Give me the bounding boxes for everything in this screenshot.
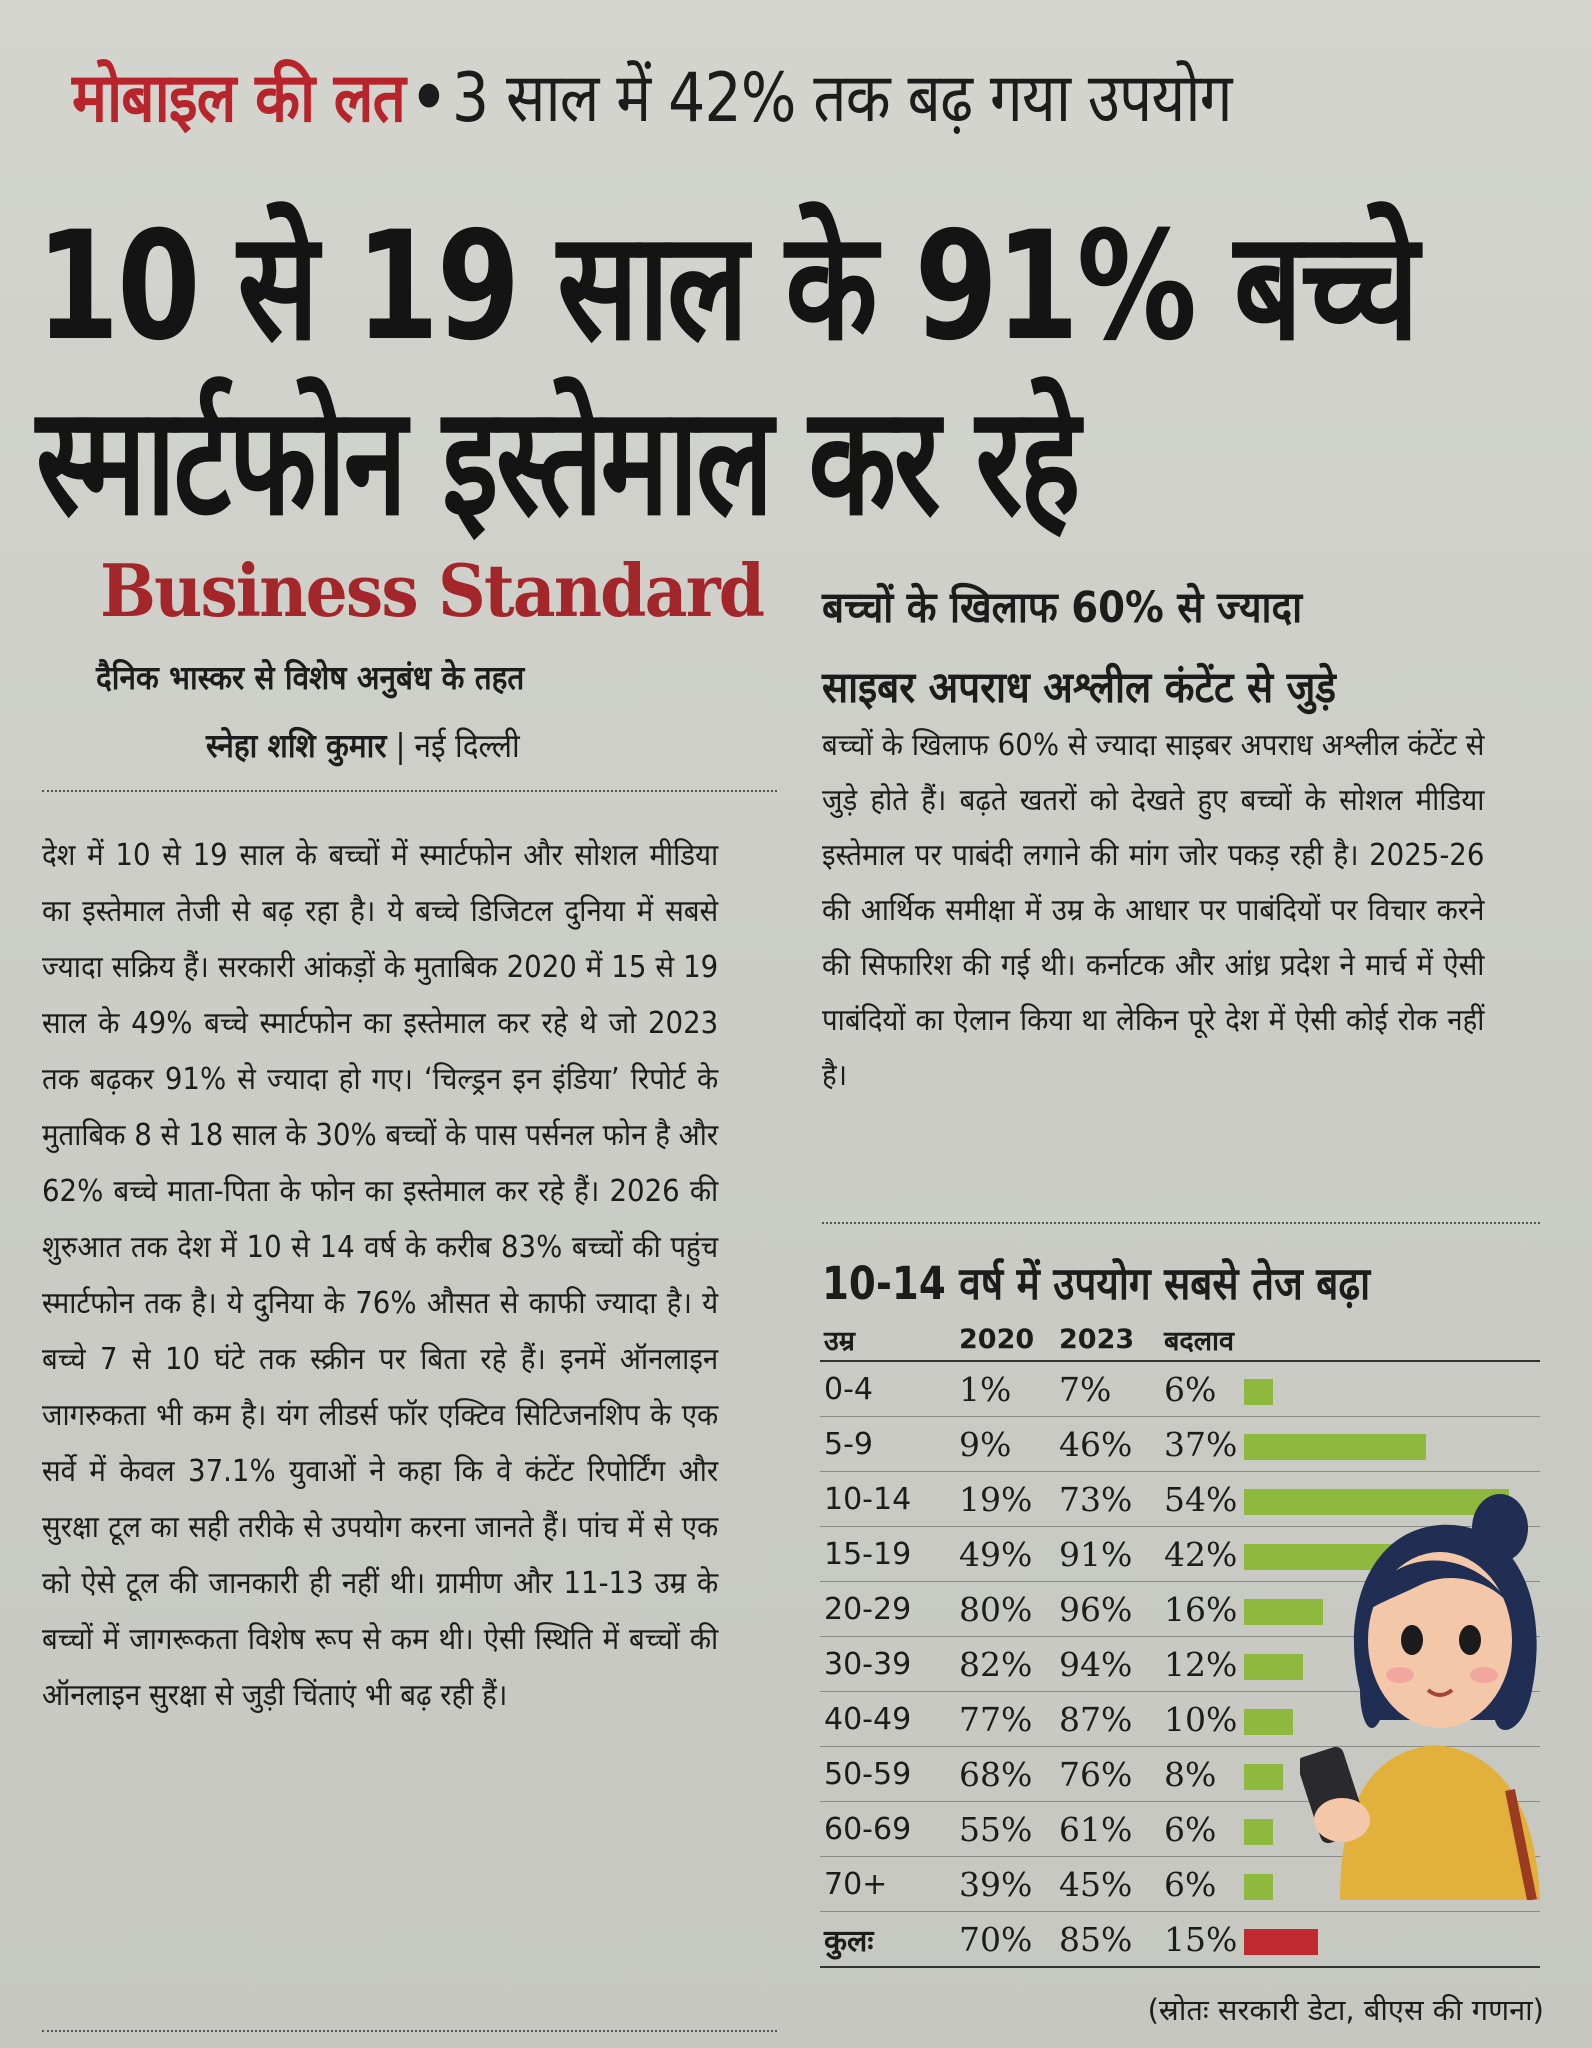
change-cell: 10% — [1160, 1691, 1240, 1747]
byline: स्नेहा शशि कुमार | नई दिल्ली — [206, 722, 520, 767]
total-change-bar — [1244, 1928, 1318, 1955]
byline-separator: | — [395, 726, 406, 765]
age-group-cell: 0-4 — [820, 1361, 955, 1417]
table-total-row: कुलः 70% 85% 15% — [820, 1911, 1540, 1968]
table-title: 10-14 वर्ष में उपयोग सबसे तेज बढ़ा — [822, 1257, 1371, 1310]
change-bar — [1244, 1598, 1323, 1625]
age-group-cell: 40-49 — [820, 1691, 955, 1747]
value-2023-cell: 91% — [1055, 1526, 1160, 1582]
table-row: 0-4 1% 7% 6% — [820, 1361, 1540, 1417]
table-header-row: उम्र 2020 2023 बदलाव — [820, 1318, 1540, 1362]
age-group-cell: कुलः — [820, 1911, 955, 1968]
value-2023-cell: 45% — [1055, 1856, 1160, 1912]
bar-cell — [1240, 1361, 1540, 1417]
change-bar — [1244, 1873, 1273, 1900]
change-bar — [1244, 1818, 1273, 1845]
table-row: 15-19 49% 91% 42% — [820, 1526, 1540, 1582]
change-cell: 54% — [1160, 1471, 1240, 1527]
girl-with-phone-illustration — [1300, 1494, 1540, 1900]
value-2023-cell: 73% — [1055, 1471, 1160, 1527]
headline-line-2: स्मार्टफोन इस्तेमाल कर रहे — [36, 375, 1080, 549]
col-header-age: उम्र — [820, 1318, 955, 1362]
brand-logo: Business Standard — [100, 548, 765, 633]
sidebar-subhead: बच्चों के खिलाफ 60% से ज्यादा साइबर अपरा… — [822, 568, 1470, 728]
sidebar-subhead-line-2: साइबर अपराध अश्लील कंटेंट से जुड़े — [822, 663, 1337, 713]
agreement-note: दैनिक भास्कर से विशेष अनुबंध के तहत — [96, 658, 525, 697]
age-group-cell: 70+ — [820, 1856, 955, 1912]
table-row: 70+ 39% 45% 6% — [820, 1856, 1540, 1912]
value-2020-cell: 9% — [955, 1416, 1055, 1472]
value-2020-cell: 39% — [955, 1856, 1055, 1912]
sidebar-body: बच्चों के खिलाफ 60% से ज्यादा साइबर अपरा… — [822, 728, 1485, 1093]
value-2020-cell: 19% — [955, 1471, 1055, 1527]
kicker: मोबाइल की लत•3 साल में 42% तक बढ़ गया उप… — [72, 48, 1345, 141]
change-bar — [1244, 1653, 1303, 1680]
change-cell: 8% — [1160, 1746, 1240, 1802]
sidebar-subhead-line-1: बच्चों के खिलाफ 60% से ज्यादा — [822, 583, 1303, 633]
dateline-place: नई दिल्ली — [414, 726, 520, 765]
age-group-cell: 30-39 — [820, 1636, 955, 1692]
bottom-divider — [42, 2030, 777, 2032]
value-2023-cell: 85% — [1055, 1911, 1160, 1968]
col-header-change: बदलाव — [1160, 1318, 1240, 1362]
change-cell: 42% — [1160, 1526, 1240, 1582]
byline-divider — [42, 790, 777, 792]
col-header-2020: 2020 — [955, 1318, 1055, 1362]
value-2020-cell: 68% — [955, 1746, 1055, 1802]
age-group-cell: 60-69 — [820, 1801, 955, 1857]
table-row: 10-14 19% 73% 54% — [820, 1471, 1540, 1527]
table-row: 5-9 9% 46% 37% — [820, 1416, 1540, 1472]
change-cell: 12% — [1160, 1636, 1240, 1692]
value-2020-cell: 82% — [955, 1636, 1055, 1692]
change-bar — [1244, 1763, 1283, 1790]
value-2020-cell: 80% — [955, 1581, 1055, 1637]
value-2023-cell: 7% — [1055, 1361, 1160, 1417]
col-header-bar — [1240, 1318, 1540, 1362]
change-cell: 16% — [1160, 1581, 1240, 1637]
author-name: स्नेहा शशि कुमार — [206, 726, 387, 765]
headline-line-1: 10 से 19 साल के 91% बच्चे — [36, 200, 1419, 374]
kicker-topic: मोबाइल की लत — [72, 59, 406, 138]
kicker-text: 3 साल में 42% तक बढ़ गया उपयोग — [451, 59, 1233, 138]
bar-cell — [1240, 1911, 1540, 1968]
age-group-cell: 5-9 — [820, 1416, 955, 1472]
value-2023-cell: 87% — [1055, 1691, 1160, 1747]
value-2020-cell: 77% — [955, 1691, 1055, 1747]
value-2020-cell: 1% — [955, 1361, 1055, 1417]
age-group-cell: 50-59 — [820, 1746, 955, 1802]
value-2023-cell: 94% — [1055, 1636, 1160, 1692]
change-cell: 6% — [1160, 1801, 1240, 1857]
change-cell: 15% — [1160, 1911, 1240, 1968]
change-cell: 37% — [1160, 1416, 1240, 1472]
age-group-cell: 15-19 — [820, 1526, 955, 1582]
change-bar — [1244, 1488, 1509, 1515]
value-2020-cell: 55% — [955, 1801, 1055, 1857]
change-cell: 6% — [1160, 1361, 1240, 1417]
change-bar — [1244, 1433, 1426, 1460]
change-bar — [1244, 1708, 1293, 1735]
kicker-bullet: • — [410, 59, 447, 138]
value-2020-cell: 70% — [955, 1911, 1055, 1968]
change-cell: 6% — [1160, 1856, 1240, 1912]
article-body: देश में 10 से 19 साल के बच्चों में स्मार… — [42, 838, 719, 1713]
bar-cell — [1240, 1416, 1540, 1472]
value-2023-cell: 96% — [1055, 1581, 1160, 1637]
value-2023-cell: 61% — [1055, 1801, 1160, 1857]
value-2023-cell: 76% — [1055, 1746, 1160, 1802]
data-source-note: (स्रोतः सरकारी डेटा, बीएस की गणना) — [1147, 1993, 1544, 2027]
age-group-cell: 10-14 — [820, 1471, 955, 1527]
value-2020-cell: 49% — [955, 1526, 1055, 1582]
age-group-cell: 20-29 — [820, 1581, 955, 1637]
col-header-2023: 2023 — [1055, 1318, 1160, 1362]
change-bar — [1244, 1378, 1273, 1405]
headline: 10 से 19 साल के 91% बच्चे स्मार्टफोन इस्… — [36, 200, 1556, 550]
sidebar-divider — [822, 1222, 1540, 1224]
value-2023-cell: 46% — [1055, 1416, 1160, 1472]
